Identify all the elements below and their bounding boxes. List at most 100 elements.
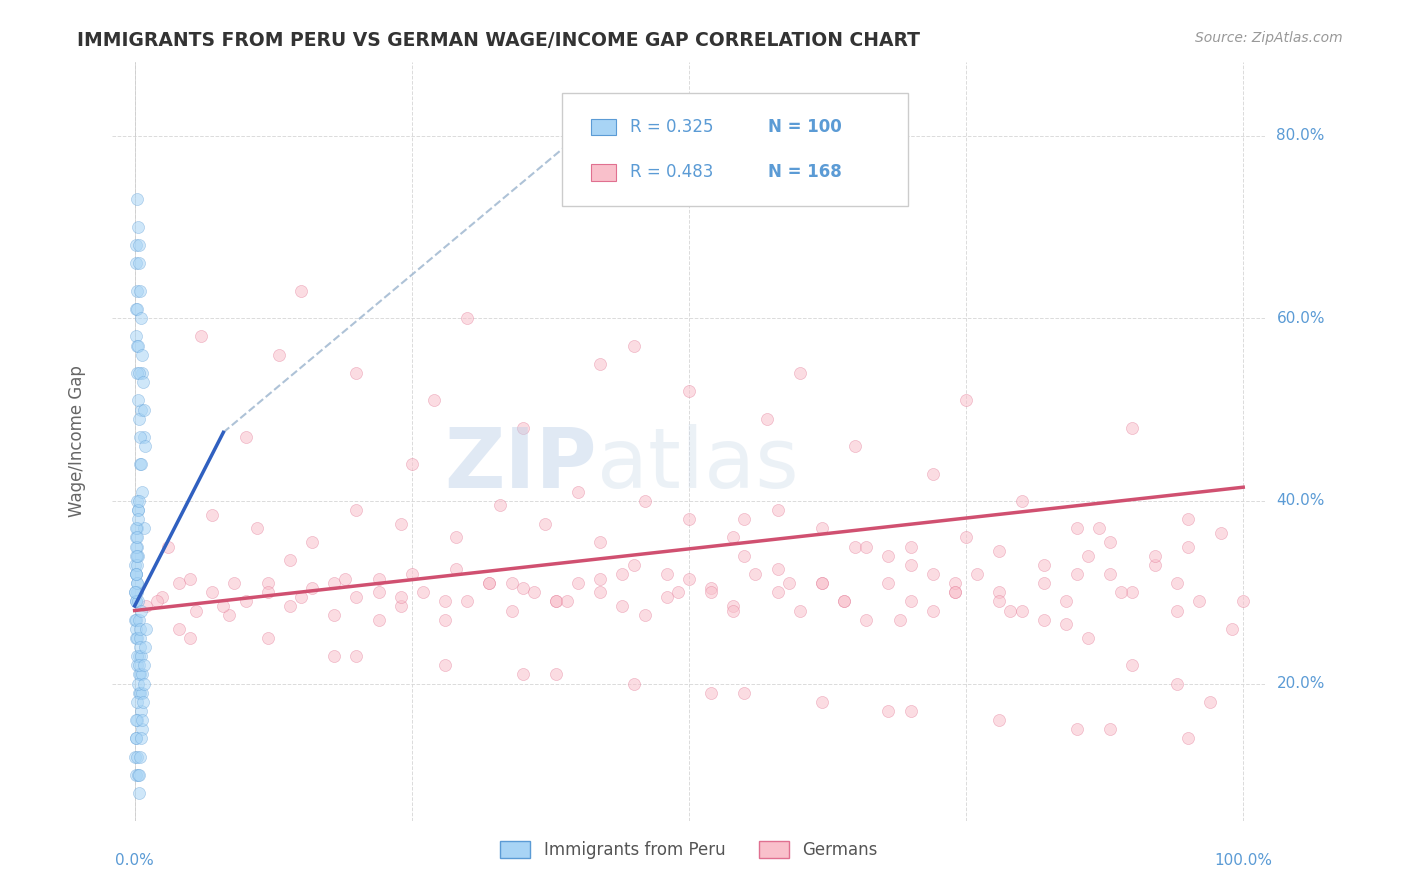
Point [389,516,412,531]
Point [127,219,149,234]
Text: N = 168: N = 168 [769,163,842,181]
Text: 60.0%: 60.0% [1277,310,1324,326]
Point [700,686,723,700]
Point [623,558,645,572]
Point [1011,603,1033,617]
Point [125,338,148,352]
Point [723,531,745,545]
Point [127,494,149,508]
Point [921,603,943,617]
Point [127,594,149,608]
Point [278,553,301,567]
Point [512,667,534,681]
Point [389,599,412,613]
Point [125,631,148,645]
Point [131,402,153,417]
Point [125,585,148,599]
Point [567,484,589,499]
Point [723,603,745,617]
Point [128,686,150,700]
Point [877,704,900,718]
Point [1099,566,1122,581]
Point [877,549,900,563]
Point [988,544,1011,558]
Point [723,599,745,613]
Point [127,649,149,664]
Point [323,649,346,664]
Point [943,585,966,599]
Point [666,585,689,599]
Point [955,531,977,545]
Point [335,572,357,586]
Point [128,686,150,700]
Point [844,439,866,453]
Point [128,667,150,681]
Point [125,558,148,572]
Point [1143,558,1166,572]
Point [323,608,346,623]
Point [125,540,148,554]
Point [1032,558,1054,572]
Point [966,566,988,581]
Point [733,549,755,563]
Point [184,603,207,617]
Point [1166,676,1188,690]
Point [235,594,257,608]
Point [125,713,148,727]
Point [633,608,655,623]
Point [367,585,389,599]
Point [877,576,900,591]
Point [1199,695,1222,709]
Point [855,613,877,627]
Point [125,549,148,563]
Point [544,594,567,608]
Point [125,768,148,782]
Point [766,562,789,576]
Point [128,366,150,380]
Point [129,749,152,764]
Point [988,585,1011,599]
Point [125,631,148,645]
Point [125,731,148,746]
Point [555,594,578,608]
Point [124,329,146,343]
Point [489,499,512,513]
Legend: Immigrants from Peru, Germans: Immigrants from Peru, Germans [494,834,884,865]
Point [129,667,152,681]
Point [131,348,153,362]
Text: R = 0.483: R = 0.483 [630,163,713,181]
Point [988,594,1011,608]
Point [1177,512,1199,526]
Point [127,366,149,380]
Point [134,658,156,673]
Point [267,348,290,362]
Point [401,458,423,472]
Point [124,594,146,608]
Point [129,311,152,326]
Point [733,512,755,526]
Point [127,503,149,517]
Point [678,512,700,526]
Point [132,430,155,444]
Point [900,558,922,572]
Point [190,329,212,343]
Point [125,193,148,207]
Point [146,594,169,608]
Point [367,613,389,627]
Point [1011,494,1033,508]
Point [921,566,943,581]
Point [129,731,152,746]
Point [1000,603,1022,617]
Point [127,576,149,591]
Y-axis label: Wage/Income Gap: Wage/Income Gap [67,366,86,517]
Point [125,549,148,563]
Point [512,421,534,435]
Point [131,723,153,737]
Point [124,749,146,764]
Point [246,521,269,535]
Point [456,594,478,608]
Point [127,521,149,535]
Point [131,713,153,727]
Point [832,594,855,608]
Text: Source: ZipAtlas.com: Source: ZipAtlas.com [1195,31,1343,45]
